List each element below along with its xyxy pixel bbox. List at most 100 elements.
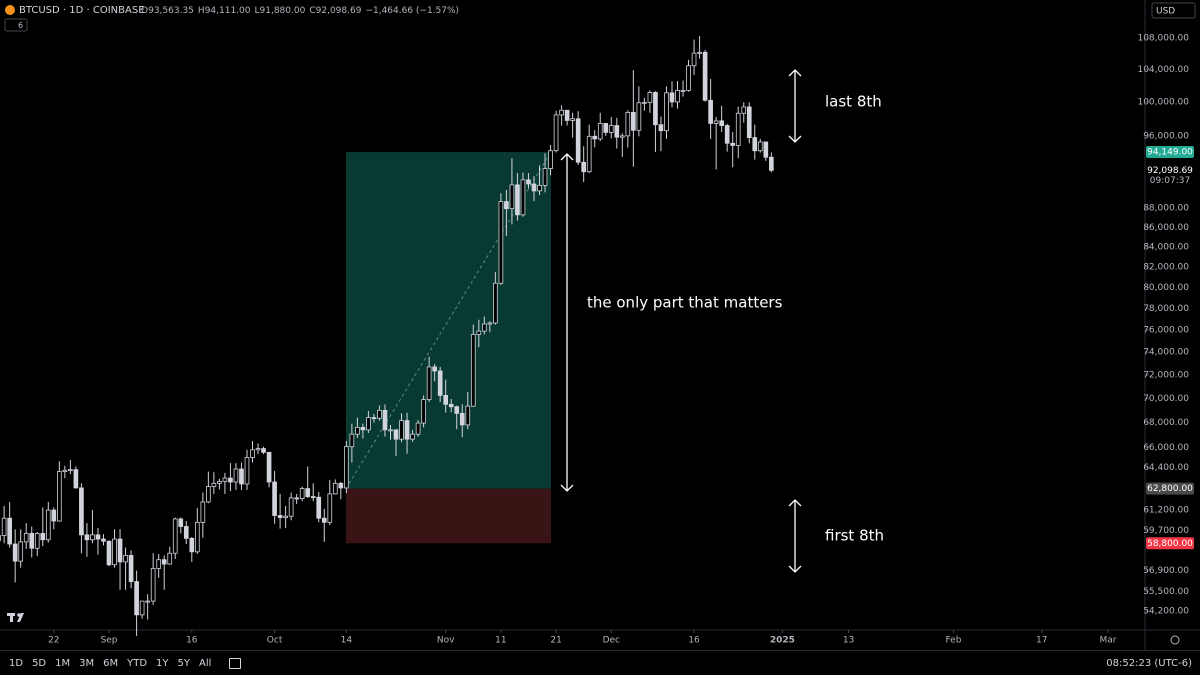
candle-body [117,538,123,563]
symbol-icon [5,5,15,15]
candle-body [388,429,393,432]
candle-body [459,412,465,426]
candle-body [79,487,84,536]
candle-body [653,92,658,126]
x-tick-label: Oct [267,636,283,646]
candle-body [40,533,46,541]
y-tick-label: 86,000.00 [1143,223,1189,233]
candle-body [730,142,736,146]
y-tick-label: 84,000.00 [1143,242,1189,252]
annotation: first 8th [825,527,884,545]
candle-body [515,184,520,216]
last-price: 92,098.69 [1147,166,1193,176]
candle-body [233,468,239,483]
candle-body [581,161,587,173]
settings-icon[interactable] [1170,635,1180,645]
range-button[interactable]: 1M [55,657,71,669]
candle-body [664,92,669,132]
candle-body [211,482,217,488]
candle-body [316,496,322,519]
candle-body [277,515,283,518]
candle-body [239,468,244,485]
candle-body [255,448,261,451]
y-tick-label: 76,000.00 [1143,326,1189,336]
legend-header: BTCUSD · 1D · COINBASE O93,563.35 H94,111… [4,2,1196,32]
range-button[interactable]: 1D [9,657,24,669]
candle-body [669,92,675,103]
price-axis: 108,000.00 104,000.00 100,000.00 96,000.00 8… [48,33,1194,646]
x-tick-label: 21 [550,636,561,646]
y-tick-label: 68,000.00 [1143,418,1189,428]
candle-body [68,469,73,472]
candle-body [189,537,195,553]
x-tick-label: 11 [495,636,506,646]
date-range-icon[interactable] [229,657,242,669]
y-tick-label: 66,000.00 [1143,443,1189,453]
candle-body [757,141,763,152]
candle-body [332,482,338,495]
candle-body [150,568,156,602]
candle-body [95,534,101,540]
candle-body [294,497,299,500]
x-tick-label: 2025 [770,636,795,646]
indicator-count[interactable]: 6 [18,21,23,30]
candle-body [139,600,145,616]
candle-body [763,141,769,158]
candle-body [57,471,62,522]
symbol: BTCUSD · 1D · COINBASE [19,5,145,16]
candle-body [746,106,752,139]
y-tick-label: 72,000.00 [1143,370,1189,380]
candle-body [625,112,631,137]
candle-body [62,469,68,472]
candle-body [29,533,35,549]
y-tick-label: 59,700.00 [1143,526,1189,536]
range-button[interactable]: All [199,657,212,669]
y-tick-label: 54,200.00 [1143,606,1189,616]
candle-body [415,422,421,435]
candle-body [51,509,57,522]
range-button[interactable]: 5D [32,657,47,669]
candle-body [498,201,504,284]
candle-body [509,184,515,210]
price-label-bg [1146,146,1194,159]
range-button[interactable]: 1Y [156,657,169,669]
candle-body [321,517,327,523]
currency-button[interactable] [1151,2,1196,19]
candle-body [178,518,184,527]
candle-body [344,446,349,489]
loss-zone [346,488,551,544]
range-button[interactable]: 5Y [177,657,191,669]
candle-body [217,480,222,484]
annotation: the only part that matters [587,294,783,312]
candle-body [90,534,95,541]
candle-body [470,334,476,407]
currency[interactable]: USD [1156,7,1175,17]
candle-body [697,51,702,54]
range-button[interactable]: 3M [79,657,95,669]
range-button[interactable]: 6M [103,657,119,669]
label: H [198,6,205,16]
y-tick-label: 70,000.00 [1143,394,1189,404]
candle-body [586,135,592,173]
candle-body [603,123,609,133]
measure-arrow [560,69,802,573]
candle-body [128,554,134,583]
range-button[interactable]: YTD [127,657,148,669]
candle-body [531,183,537,192]
candle-body [266,451,272,483]
y-tick-label: 55,500.00 [1143,587,1189,597]
value: 91,880.00 [260,6,306,16]
y-tick-label: 74,000.00 [1143,348,1189,358]
y-tick-label: 82,000.00 [1143,262,1189,272]
candle-body [299,488,305,499]
candle-body [410,433,415,440]
candle-body [564,109,570,121]
indicator-toggle[interactable] [4,18,28,32]
candle-body [553,114,559,152]
candle-body [542,168,548,186]
candle-body [101,538,106,542]
clock[interactable]: 08:52:23 (UTC-6) [1106,657,1192,669]
candle-body [112,538,117,566]
candle-body [338,482,344,489]
candle-body [288,497,294,517]
